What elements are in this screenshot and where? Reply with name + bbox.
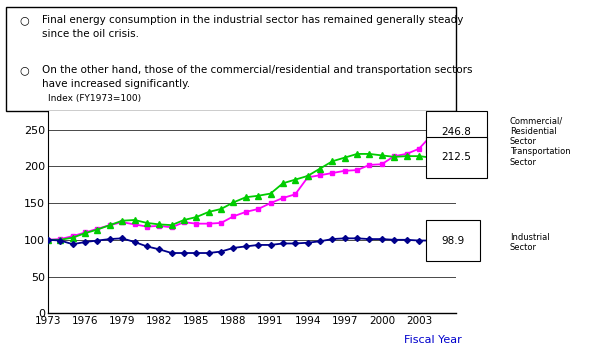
Text: 246.8: 246.8	[441, 127, 471, 137]
Text: 212.5: 212.5	[441, 152, 471, 162]
Text: Fiscal Year: Fiscal Year	[404, 334, 462, 345]
FancyBboxPatch shape	[6, 7, 456, 111]
Text: 98.9: 98.9	[441, 236, 464, 246]
Text: ○: ○	[19, 15, 29, 25]
Text: Index (FY1973=100): Index (FY1973=100)	[48, 94, 141, 103]
Text: Industrial
Sector: Industrial Sector	[510, 233, 550, 252]
Text: Commercial/
Residential
Sector: Commercial/ Residential Sector	[510, 116, 563, 146]
Text: Transportation
Sector: Transportation Sector	[510, 147, 571, 167]
Text: Final energy consumption in the industrial sector has remained generally steady
: Final energy consumption in the industri…	[42, 15, 463, 39]
Text: ○: ○	[19, 65, 29, 76]
Text: On the other hand, those of the commercial/residential and transportation sector: On the other hand, those of the commerci…	[42, 65, 473, 89]
